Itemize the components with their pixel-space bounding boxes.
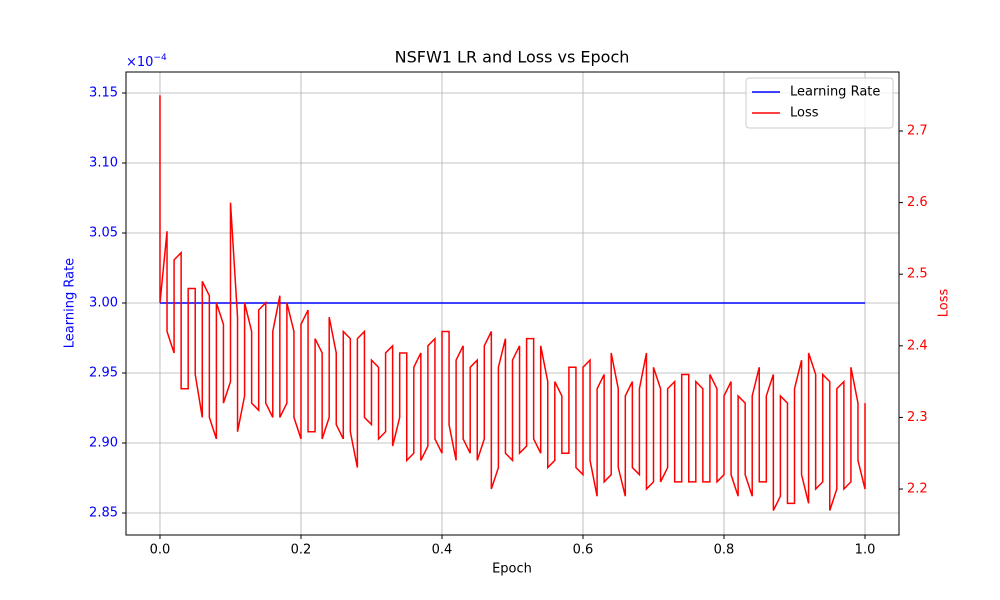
y-tick-label: 2.90 (89, 436, 118, 451)
x-tick-label: 1.0 (855, 543, 876, 558)
plot-frame (125, 71, 900, 536)
y2-tick-label: 2.6 (907, 195, 928, 210)
y2-tick-label: 2.5 (907, 267, 928, 282)
y-tick-label: 2.95 (89, 366, 118, 381)
legend: Learning Rate Loss (745, 77, 894, 129)
offset-exponent: −4 (153, 53, 167, 63)
x-axis-label: Epoch (492, 562, 532, 577)
y-tick-label: 3.15 (89, 86, 118, 101)
x-tick-label: 0.0 (150, 543, 171, 558)
y2-axis-label: Loss (937, 289, 952, 318)
y-offset-label: ×10−4 (126, 53, 167, 70)
offset-base: ×10 (126, 55, 153, 70)
y-tick-label: 2.85 (89, 506, 118, 521)
series-line (159, 95, 866, 511)
chart-title: NSFW1 LR and Loss vs Epoch (395, 48, 630, 67)
y2-tick-label: 2.4 (907, 338, 928, 353)
x-tick-label: 0.2 (291, 543, 312, 558)
y-tick-label: 3.00 (89, 296, 118, 311)
y2-tick-label: 2.3 (907, 410, 928, 425)
legend-box (745, 77, 894, 129)
x-tick-label: 0.4 (432, 543, 453, 558)
y-tick-label: 3.05 (89, 226, 118, 241)
x-tick-label: 0.6 (573, 543, 594, 558)
y2-tick-label: 2.7 (907, 124, 928, 139)
y2-tick-label: 2.2 (907, 482, 928, 497)
legend-label: Loss (790, 106, 819, 121)
y-tick-label: 3.10 (89, 156, 118, 171)
x-tick-label: 0.8 (714, 543, 735, 558)
legend-label: Learning Rate (790, 85, 880, 100)
y-axis-label: Learning Rate (63, 258, 78, 348)
